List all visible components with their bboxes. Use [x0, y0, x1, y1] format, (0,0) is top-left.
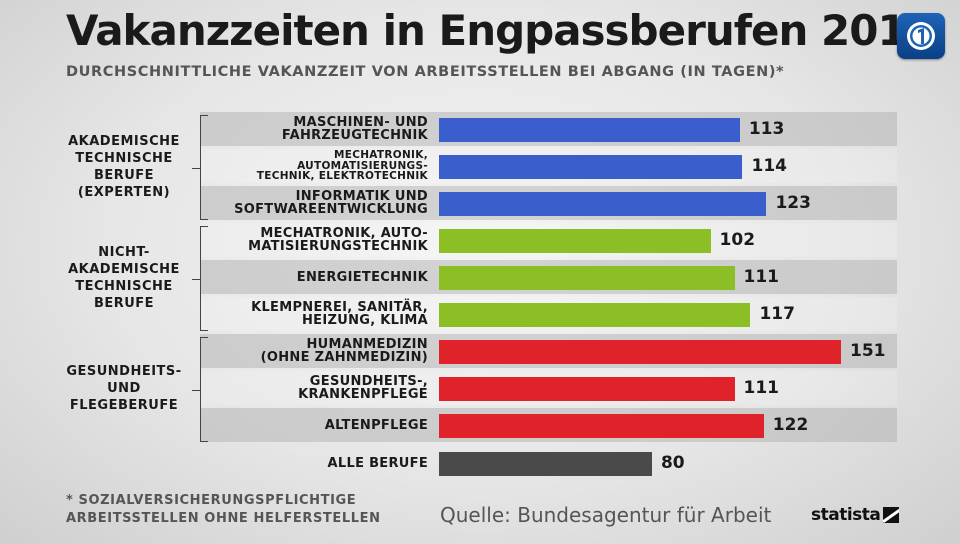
bar	[439, 377, 735, 401]
source-note: Quelle: Bundesagentur für Arbeit	[440, 503, 772, 527]
group-label: GESUNDHEITS- UND FLEGEBERUFE	[58, 363, 190, 414]
group-label-line: NICHT-	[98, 244, 150, 260]
bar-total	[439, 452, 652, 476]
category-label-line: KRANKENPFLEGE	[298, 387, 428, 402]
group-bracket	[192, 337, 208, 442]
category-label-line: AUTOMATISIERUNGS-	[297, 159, 428, 172]
bar	[439, 340, 841, 364]
category-label: MECHATRONIK, AUTOMATISIERUNGS- TECHNIK, EL…	[190, 149, 428, 183]
group-label-line: TECHNISCHE	[75, 150, 173, 166]
chart-title: Vakanzzeiten in Engpassberufen 2014	[66, 6, 935, 55]
category-label: ALTENPFLEGE	[190, 408, 428, 442]
value-label: 151	[850, 341, 886, 361]
group-label: NICHT- AKADEMISCHE TECHNISCHE BERUFE	[58, 244, 190, 312]
value-label: 117	[759, 304, 795, 324]
value-label: 102	[719, 230, 756, 250]
category-label: ENERGIETECHNIK	[190, 260, 428, 294]
value-label: 111	[743, 378, 780, 398]
group-label-line: FLEGEBERUFE	[69, 398, 179, 413]
category-label-line: HUMANMEDIZIN	[306, 337, 428, 352]
category-label-line: ALLE BERUFE	[327, 455, 428, 471]
group-label-line: BERUFE	[93, 167, 155, 183]
group-label-line: (EXPERTEN)	[77, 184, 171, 200]
category-label: MASCHINEN- UND FAHRZEUGTECHNIK	[190, 112, 428, 146]
category-label-line: KLEMPNEREI, SANITÄR,	[251, 300, 428, 315]
value-label: 80	[660, 453, 685, 473]
group-label-line: UND	[107, 381, 141, 396]
group-label-line: AKADEMISCHE	[68, 133, 180, 149]
category-label-line: GESUNDHEITS-,	[309, 374, 428, 389]
category-label-line: (OHNE ZAHNMEDIZIN)	[260, 350, 428, 365]
group-label-line: GESUNDHEITS-	[66, 364, 182, 379]
category-label-line: MASCHINEN- UND	[293, 115, 428, 130]
category-label-line: MATISIERUNGSTECHNIK	[248, 239, 428, 254]
group-bracket-tick	[192, 167, 200, 169]
category-label-line: SOFTWAREENTWICKLUNG	[234, 202, 428, 217]
category-label: ALLE BERUFE	[190, 446, 428, 480]
footnote-line-2: ARBEITSSTELLEN OHNE HELFERSTELLEN	[66, 511, 381, 526]
category-label: GESUNDHEITS-, KRANKENPFLEGE	[190, 371, 428, 405]
bar	[439, 303, 751, 327]
chart-subtitle: DURCHSCHNITTLICHE VAKANZZEIT VON ARBEITS…	[66, 64, 785, 80]
value-label: 113	[748, 119, 785, 139]
value-label: 122	[772, 415, 809, 435]
category-label: HUMANMEDIZIN (OHNE ZAHNMEDIZIN)	[190, 334, 428, 368]
category-label: INFORMATIK UND SOFTWAREENTWICKLUNG	[190, 186, 428, 220]
category-label-line: INFORMATIK UND	[295, 189, 428, 204]
statista-mark-icon	[883, 507, 900, 523]
brand-name: statista	[811, 505, 881, 525]
group-bracket-tick	[192, 278, 200, 280]
group-label-line: TECHNISCHE	[75, 278, 173, 294]
category-label-line: TECHNIK, ELEKTROTECHNIK	[256, 170, 428, 183]
bar	[439, 414, 764, 438]
bar	[439, 266, 735, 290]
bar	[439, 155, 743, 179]
statista-logo: statista	[811, 505, 900, 525]
group-bracket-tick	[192, 389, 200, 391]
group-label: AKADEMISCHE TECHNISCHE BERUFE (EXPERTEN)	[58, 133, 190, 201]
category-label-line: FAHRZEUGTECHNIK	[281, 128, 428, 143]
value-label: 111	[743, 267, 780, 287]
bar	[439, 229, 711, 253]
category-label: KLEMPNEREI, SANITÄR, HEIZUNG, KLIMA	[190, 297, 428, 331]
category-label: MECHATRONIK, AUTO- MATISIERUNGSTECHNIK	[190, 223, 428, 257]
category-label-line: ALTENPFLEGE	[324, 417, 428, 433]
group-bracket	[192, 226, 208, 331]
category-label-line: MECHATRONIK,	[333, 149, 428, 162]
category-label-line: MECHATRONIK, AUTO-	[260, 226, 428, 241]
bar	[439, 118, 740, 142]
bar	[439, 192, 767, 216]
footnote-line-1: * SOZIALVERSICHERUNGSPFLICHTIGE	[66, 493, 357, 508]
footnote: * SOZIALVERSICHERUNGSPFLICHTIGE ARBEITSS…	[66, 492, 381, 528]
category-label-line: ENERGIETECHNIK	[296, 269, 428, 285]
group-bracket	[192, 115, 208, 220]
value-label: 123	[775, 193, 811, 213]
group-label-line: AKADEMISCHE	[68, 261, 180, 277]
group-label-line: BERUFE	[93, 295, 155, 311]
tagesschau-logo-icon	[897, 13, 945, 59]
category-label-line: HEIZUNG, KLIMA	[302, 313, 428, 328]
value-label: 114	[751, 156, 787, 176]
